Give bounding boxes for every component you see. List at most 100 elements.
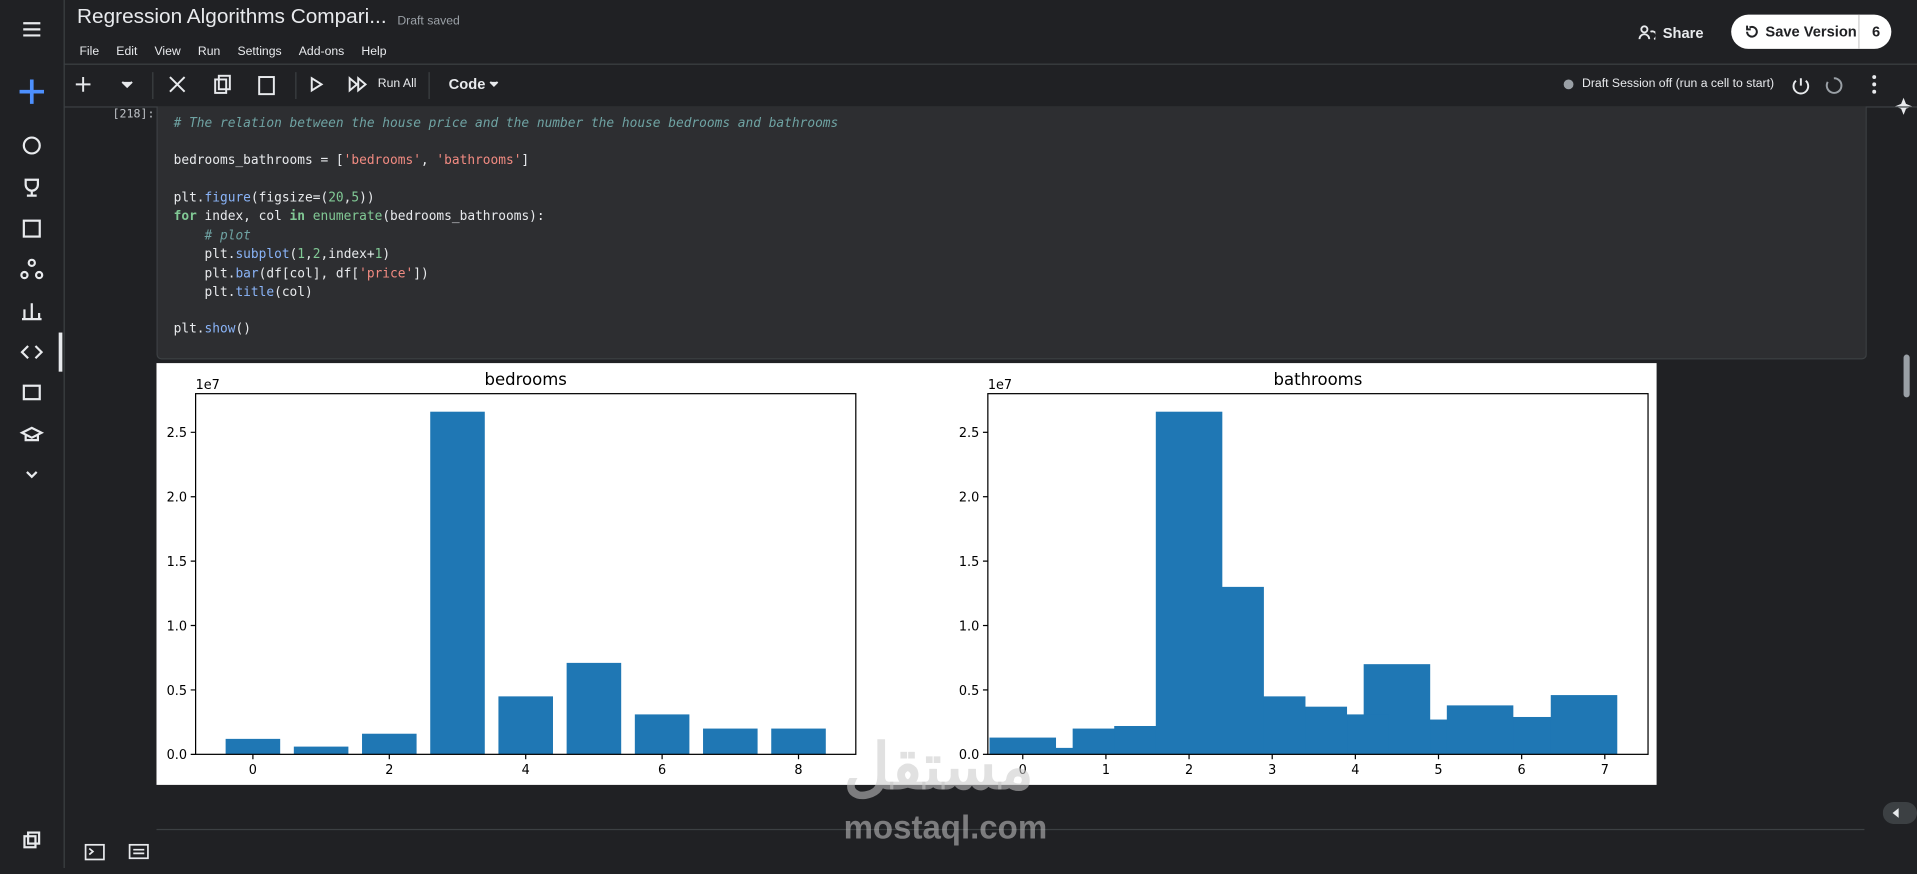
paste[interactable]: [258, 76, 275, 96]
menu-item[interactable]: Help: [361, 45, 387, 59]
y-tick-label: 0.5: [167, 684, 187, 699]
code-line: plt.figure(figsize=(20,5)): [173, 190, 375, 206]
models-icon[interactable]: [22, 303, 42, 321]
sidebar: [0, 0, 65, 869]
bar: [634, 714, 690, 755]
scrollbar[interactable]: [1903, 354, 1910, 398]
x-tick-label: 0: [1019, 763, 1027, 778]
x-tick-label: 4: [522, 763, 530, 778]
code-cell[interactable]: # The relation between the house price a…: [156, 106, 1867, 360]
y-tick-label: 0.0: [167, 748, 187, 763]
code-line: # plot: [204, 228, 251, 244]
active-indicator: [58, 332, 63, 372]
run-all-icon: [348, 76, 368, 93]
discussions-icon[interactable]: [22, 384, 41, 401]
bar: [225, 738, 281, 755]
y-tick-label: 2.5: [167, 426, 187, 441]
execution-count: [218]:: [112, 107, 155, 122]
restart[interactable]: [1825, 77, 1843, 94]
run-all-button[interactable]: Run All: [377, 77, 417, 91]
x-tick-label: 7: [1601, 763, 1609, 778]
share-button[interactable]: Share: [1638, 18, 1716, 47]
console[interactable]: [84, 843, 105, 861]
x-tick-label: 4: [1351, 763, 1359, 778]
share-icon: [1638, 25, 1656, 40]
x-tick-label: 1: [1102, 763, 1110, 778]
bar: [498, 696, 553, 755]
offset-label: 1e7: [988, 378, 1012, 393]
sidebar-icons: [19, 22, 63, 849]
watermark-site: mostaql.com: [843, 809, 1048, 847]
toolbar-icons: [75, 72, 499, 100]
add-cell[interactable]: [75, 77, 91, 92]
collapse-panel[interactable]: [1882, 802, 1917, 825]
axes-frame: [987, 393, 1649, 755]
datasets-icon[interactable]: [22, 219, 41, 238]
menu-item[interactable]: File: [79, 45, 100, 59]
y-tick-label: 1.5: [167, 555, 187, 570]
offset-label: 1e7: [196, 378, 220, 393]
code-line: plt.title(col): [173, 284, 313, 300]
menu-item[interactable]: Run: [197, 45, 221, 59]
add-dropdown[interactable]: [121, 81, 133, 89]
x-tick-label: 5: [1434, 763, 1442, 778]
session-status: Draft Session off (run a cell to start): [1582, 77, 1775, 91]
next-cell: [156, 828, 1865, 831]
bar: [1031, 747, 1098, 755]
version-count: 6: [1858, 14, 1892, 49]
chart-title: bedrooms: [485, 370, 567, 389]
code-line: # The relation between the house price a…: [173, 116, 839, 131]
copy[interactable]: [214, 78, 228, 94]
share-label: Share: [1662, 24, 1704, 42]
more-icon[interactable]: [26, 471, 38, 479]
y-tick-label: 1.0: [167, 619, 187, 634]
learn-icon[interactable]: [19, 426, 45, 442]
chart-title: bathrooms: [1274, 370, 1363, 389]
explore-icon[interactable]: [22, 136, 41, 155]
x-tick-label: 2: [1185, 763, 1193, 778]
menu-item[interactable]: Settings: [237, 45, 282, 59]
code-icon[interactable]: [20, 345, 44, 359]
x-tick-label: 3: [1268, 763, 1276, 778]
code-line: plt.bar(df[col], df['price']): [173, 266, 429, 282]
bar: [771, 728, 826, 755]
bar: [430, 411, 485, 755]
cell-type-select[interactable]: Code: [448, 75, 486, 93]
menu-item[interactable]: Add-ons: [298, 45, 345, 59]
save-version-button[interactable]: Save Version 6: [1731, 14, 1892, 49]
run-cell[interactable]: [310, 76, 324, 93]
watermark-logo: مستقل: [843, 732, 1034, 804]
code-line: plt.show(): [173, 321, 251, 337]
y-tick-label: 2.0: [959, 491, 979, 506]
x-tick-label: 6: [1518, 763, 1526, 778]
power[interactable]: [1792, 78, 1810, 95]
x-tick-label: 0: [249, 763, 257, 778]
bottom-bar: [64, 836, 1917, 868]
chart: bedrooms 1e7 0.0 0.5 1.0 1.5 2.0 2.5 0 2 4 6 8 bathro…: [167, 370, 1649, 778]
menu-item[interactable]: Edit: [116, 45, 138, 59]
y-tick-label: 2.0: [167, 491, 187, 506]
bar: [989, 737, 1057, 755]
y-tick-label: 1.5: [959, 555, 979, 570]
code-line: for index, col in enumerate(bedrooms_bat…: [173, 209, 545, 224]
bar: [703, 728, 758, 755]
axes-frame: [195, 393, 857, 755]
bar: [293, 746, 349, 755]
bar: [1446, 705, 1514, 755]
y-tick-label: 2.5: [959, 426, 979, 441]
menu-icon[interactable]: [23, 22, 41, 37]
bar: [566, 662, 622, 755]
save-version-label: Save Version: [1765, 23, 1857, 41]
code-line: bedrooms_bathrooms = ['bedrooms', 'bathr…: [173, 152, 530, 168]
notebook-title[interactable]: Regression Algorithms Compari...: [77, 4, 387, 29]
cut[interactable]: [169, 76, 186, 93]
save-status: Draft saved: [397, 14, 460, 29]
competitions-icon[interactable]: [24, 178, 40, 197]
bar: [1155, 411, 1223, 755]
create-button[interactable]: [19, 79, 45, 104]
output-area: bedrooms 1e7 0.0 0.5 1.0 1.5 2.0 2.5 0 2 4 6 8 bathro…: [156, 363, 1657, 785]
shortcuts[interactable]: [128, 843, 149, 860]
menu-item[interactable]: View: [154, 45, 181, 59]
